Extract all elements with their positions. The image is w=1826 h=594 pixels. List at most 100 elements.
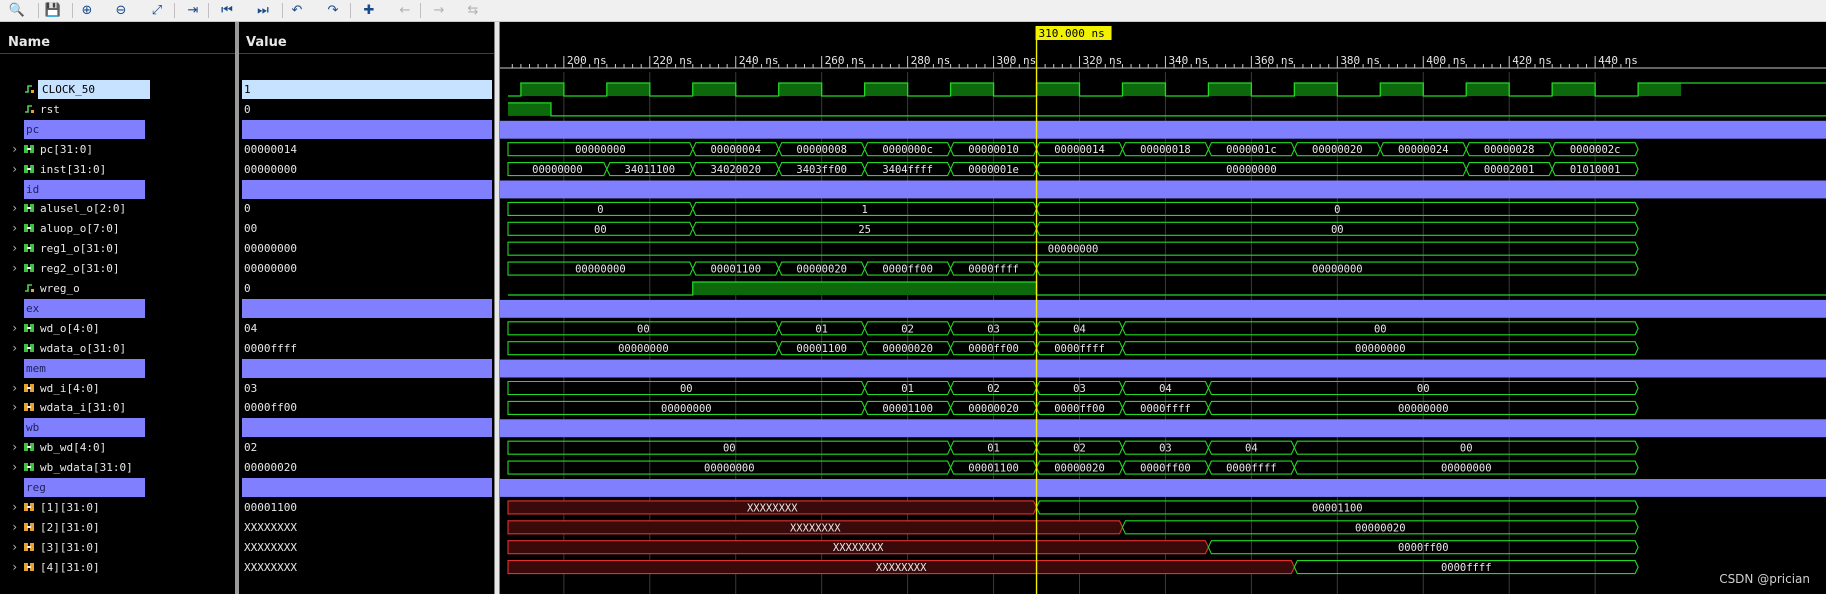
bus-segment-label: 00000000	[661, 403, 712, 415]
ruler-tick-label: 260 ns	[825, 54, 865, 67]
waveform-svg[interactable]: 200 ns 220 ns 240 ns 260 ns 280 ns 300 ns 320 …	[500, 22, 1826, 594]
expand-chevron-icon[interactable]: ›	[11, 141, 19, 156]
bit-high-fill	[508, 102, 551, 116]
zoom-in-button[interactable]: ⊕	[78, 2, 96, 19]
bus-segment-label: 00000020	[1355, 522, 1406, 534]
toolbar-separator	[208, 3, 209, 18]
signal-row-[3][31:0][interactable]: › [3][31:0]	[0, 538, 235, 557]
expand-chevron-icon[interactable]: ›	[11, 380, 19, 395]
signal-row-pc[31:0][interactable]: › pc[31:0]	[0, 140, 235, 159]
signal-name: wd_i[4:0]	[40, 381, 100, 395]
expand-chevron-icon[interactable]: ›	[11, 440, 19, 455]
bus-segment-label: 0000ff00	[882, 264, 933, 276]
toolbar-separator	[38, 3, 39, 18]
group-divider-reg[interactable]: reg	[24, 478, 145, 497]
zoom-fit-icon: ⤢	[151, 3, 163, 18]
group-divider-ex[interactable]: ex	[24, 298, 145, 318]
clock-high-fill	[778, 83, 822, 96]
signal-row-inst[31:0][interactable]: › inst[31:0]	[0, 160, 235, 179]
bus-segment-label: 00000020	[968, 403, 1019, 415]
expand-chevron-icon[interactable]: ›	[11, 539, 19, 554]
bus-segment-label: 00000024	[1398, 144, 1449, 156]
toolbar-separator	[350, 3, 351, 18]
previous-marker-button[interactable]: ←	[396, 2, 414, 19]
previous-transition-button[interactable]: ↶	[288, 2, 306, 19]
bus-orange-icon	[24, 562, 35, 572]
signal-row-wd_o[4:0][interactable]: › wd_o[4:0]	[0, 319, 235, 338]
next-transition-button[interactable]: ↷	[324, 2, 342, 19]
bus-segment-label: 00	[1374, 323, 1387, 335]
value-column-header[interactable]: Value	[238, 32, 494, 54]
go-to-end-button[interactable]: ⏭	[254, 2, 272, 19]
signal-row-rst[interactable]: rst	[0, 100, 235, 119]
bus-segment-label: 00	[1460, 443, 1473, 455]
bus-segment-label: 0000ffff	[1226, 463, 1277, 475]
panel-splitter[interactable]	[494, 22, 500, 594]
bus-segment-label: 1	[861, 204, 867, 216]
go-to-start-button[interactable]: ⏮	[218, 2, 236, 19]
cursor-time-label: 310.000 ns	[1039, 27, 1105, 40]
signal-row-[4][31:0][interactable]: › [4][31:0]	[0, 558, 235, 577]
wave-wd_o[4:0]: 00 01 02 03 04 00	[507, 321, 1639, 336]
bus-segment	[1293, 460, 1639, 475]
expand-chevron-icon[interactable]: ›	[11, 221, 19, 236]
bus-segment-label: 00002001	[1484, 164, 1535, 176]
expand-chevron-icon[interactable]: ›	[11, 499, 19, 514]
signal-row-wd_i[4:0][interactable]: › wd_i[4:0]	[0, 379, 235, 398]
signal-row-wb_wdata[31:0][interactable]: › wb_wdata[31:0]	[0, 458, 235, 477]
expand-chevron-icon[interactable]: ›	[11, 400, 19, 415]
expand-chevron-icon[interactable]: ›	[11, 340, 19, 355]
bus-segment-label: 00	[1331, 224, 1344, 236]
expand-chevron-icon[interactable]: ›	[11, 320, 19, 335]
waveform-canvas[interactable]: 200 ns 220 ns 240 ns 260 ns 280 ns 300 ns 320 …	[500, 22, 1826, 594]
clock-high-fill	[1466, 83, 1510, 96]
swap-cursors-button[interactable]: ⇆	[464, 2, 482, 19]
bus-segment-label: 00000020	[1312, 144, 1363, 156]
search-button[interactable]: 🔍	[8, 2, 26, 19]
group-divider-wb[interactable]: wb	[24, 418, 145, 438]
signal-row-CLOCK_50[interactable]: CLOCK_50	[0, 80, 235, 99]
signal-row-[2][31:0][interactable]: › [2][31:0]	[0, 518, 235, 537]
group-divider-id[interactable]: id	[24, 179, 145, 199]
go-to-cursor-button[interactable]: ⇥	[184, 2, 202, 19]
expand-chevron-icon[interactable]: ›	[11, 559, 19, 574]
expand-chevron-icon[interactable]: ›	[11, 460, 19, 475]
expand-chevron-icon[interactable]: ›	[11, 161, 19, 176]
signal-name: reg1_o[31:0]	[40, 242, 120, 256]
signal-row-[1][31:0][interactable]: › [1][31:0]	[0, 498, 235, 517]
save-button[interactable]: 💾	[44, 2, 62, 19]
signal-row-wb_wd[4:0][interactable]: › wb_wd[4:0]	[0, 438, 235, 457]
signal-row-aluop_o[7:0][interactable]: › aluop_o[7:0]	[0, 219, 235, 238]
bus-segment	[1293, 440, 1639, 455]
name-column-header[interactable]: Name	[0, 32, 235, 54]
bus-segment-label: 04	[1159, 383, 1172, 395]
zoom-fit-button[interactable]: ⤢	[148, 2, 166, 19]
bit-trace	[508, 102, 1826, 117]
expand-chevron-icon[interactable]: ›	[11, 241, 19, 256]
toolbar-separator	[282, 3, 283, 18]
expand-chevron-icon[interactable]: ›	[11, 201, 19, 216]
next-marker-button[interactable]: →	[430, 2, 448, 19]
signal-value: XXXXXXXX	[244, 540, 297, 554]
wave-ex	[500, 299, 1826, 318]
expand-chevron-icon[interactable]: ›	[11, 519, 19, 534]
signal-row-reg2_o[31:0][interactable]: › reg2_o[31:0]	[0, 259, 235, 278]
bus-segment	[1035, 221, 1639, 236]
bus-segment	[1121, 341, 1639, 356]
column-splitter[interactable]	[235, 22, 239, 594]
signal-name: CLOCK_50	[38, 80, 150, 99]
swap-cursors-icon: ⇆	[467, 3, 479, 18]
signal-row-wdata_i[31:0][interactable]: › wdata_i[31:0]	[0, 398, 235, 417]
bus-segment-label: 03	[1073, 383, 1086, 395]
ruler-tick-label: 200 ns	[567, 54, 607, 67]
signal-row-reg1_o[31:0][interactable]: › reg1_o[31:0]	[0, 239, 235, 258]
signal-row-alusel_o[2:0][interactable]: › alusel_o[2:0]	[0, 199, 235, 218]
group-divider-mem[interactable]: mem	[24, 358, 145, 378]
bus-signal-icon	[24, 442, 35, 452]
group-divider-pc[interactable]: pc	[24, 119, 145, 139]
add-marker-button[interactable]: ✚	[360, 2, 378, 19]
zoom-out-button[interactable]: ⊖	[112, 2, 130, 19]
expand-chevron-icon[interactable]: ›	[11, 261, 19, 276]
signal-row-wdata_o[31:0][interactable]: › wdata_o[31:0]	[0, 339, 235, 358]
signal-row-wreg_o[interactable]: wreg_o	[0, 279, 235, 298]
